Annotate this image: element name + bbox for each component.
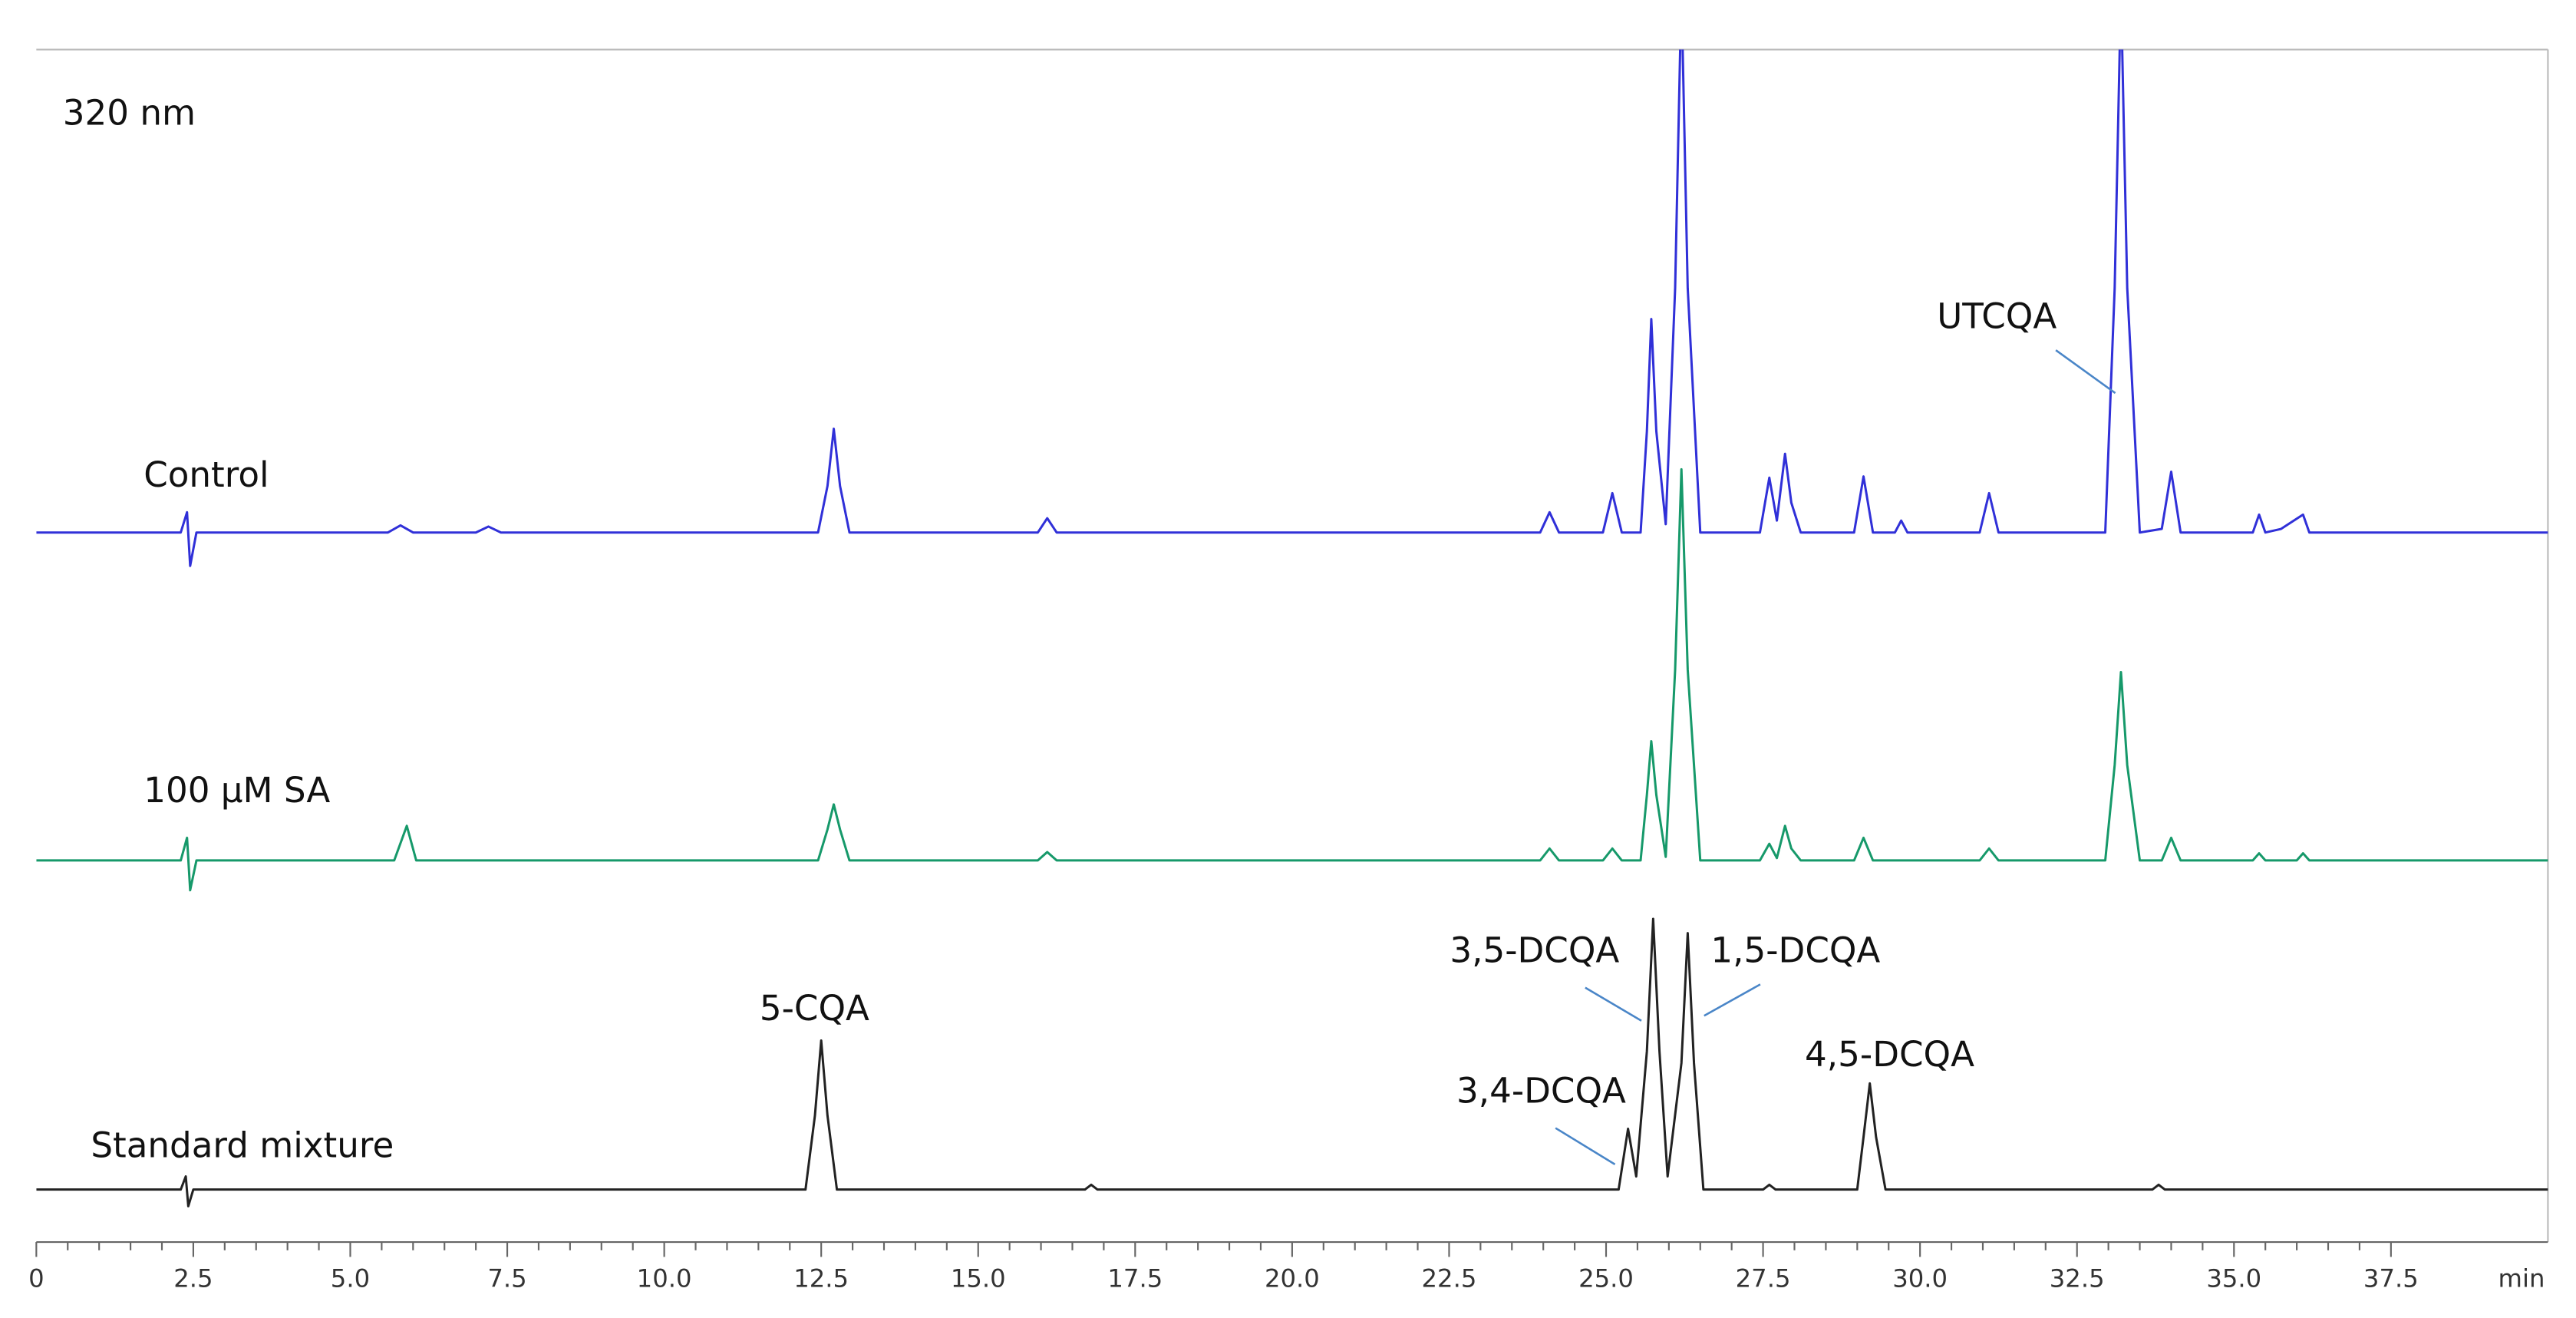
peak-label: 5-CQA <box>760 988 869 1029</box>
x-axis-label: min <box>2498 1264 2545 1293</box>
traces <box>36 49 2548 1207</box>
series-label: Control <box>143 454 269 495</box>
trace <box>36 467 2548 892</box>
x-tick-label: 30.0 <box>1892 1264 1948 1293</box>
x-tick-label: 17.5 <box>1107 1264 1163 1293</box>
x-tick-label: 20.0 <box>1265 1264 1320 1293</box>
x-tick-label: 27.5 <box>1736 1264 1791 1293</box>
x-tick-label: 2.5 <box>173 1264 213 1293</box>
x-tick-label: 22.5 <box>1422 1264 1477 1293</box>
x-tick-label: 12.5 <box>793 1264 849 1293</box>
peak-label: UTCQA <box>1937 296 2057 336</box>
series-label: 100 μM SA <box>143 770 330 811</box>
x-tick-label: 5.0 <box>331 1264 370 1293</box>
peak-label: 3,5-DCQA <box>1450 930 1619 970</box>
leader-line <box>1704 983 1761 1017</box>
trace <box>36 917 2548 1207</box>
trace <box>36 49 2548 567</box>
leader-line <box>1585 986 1642 1022</box>
x-tick-label: 15.0 <box>951 1264 1006 1293</box>
peak-label: 1,5-DCQA <box>1710 930 1880 970</box>
x-tick-label: 35.0 <box>2206 1264 2261 1293</box>
x-tick-label: 32.5 <box>2050 1264 2105 1293</box>
x-tick-label: 0 <box>28 1264 45 1293</box>
peak-label: 3,4-DCQA <box>1456 1070 1626 1111</box>
leader-line <box>2055 349 2116 395</box>
x-tick-label: 37.5 <box>2363 1264 2419 1293</box>
x-tick-label: 25.0 <box>1578 1264 1634 1293</box>
series-label: Standard mixture <box>91 1125 394 1165</box>
x-tick-label: 7.5 <box>487 1264 526 1293</box>
x-tick-label: 10.0 <box>637 1264 692 1293</box>
chart-title: 320 nm <box>63 93 196 134</box>
peak-label: 4,5-DCQA <box>1805 1034 1974 1075</box>
leader-line <box>1555 1127 1616 1166</box>
